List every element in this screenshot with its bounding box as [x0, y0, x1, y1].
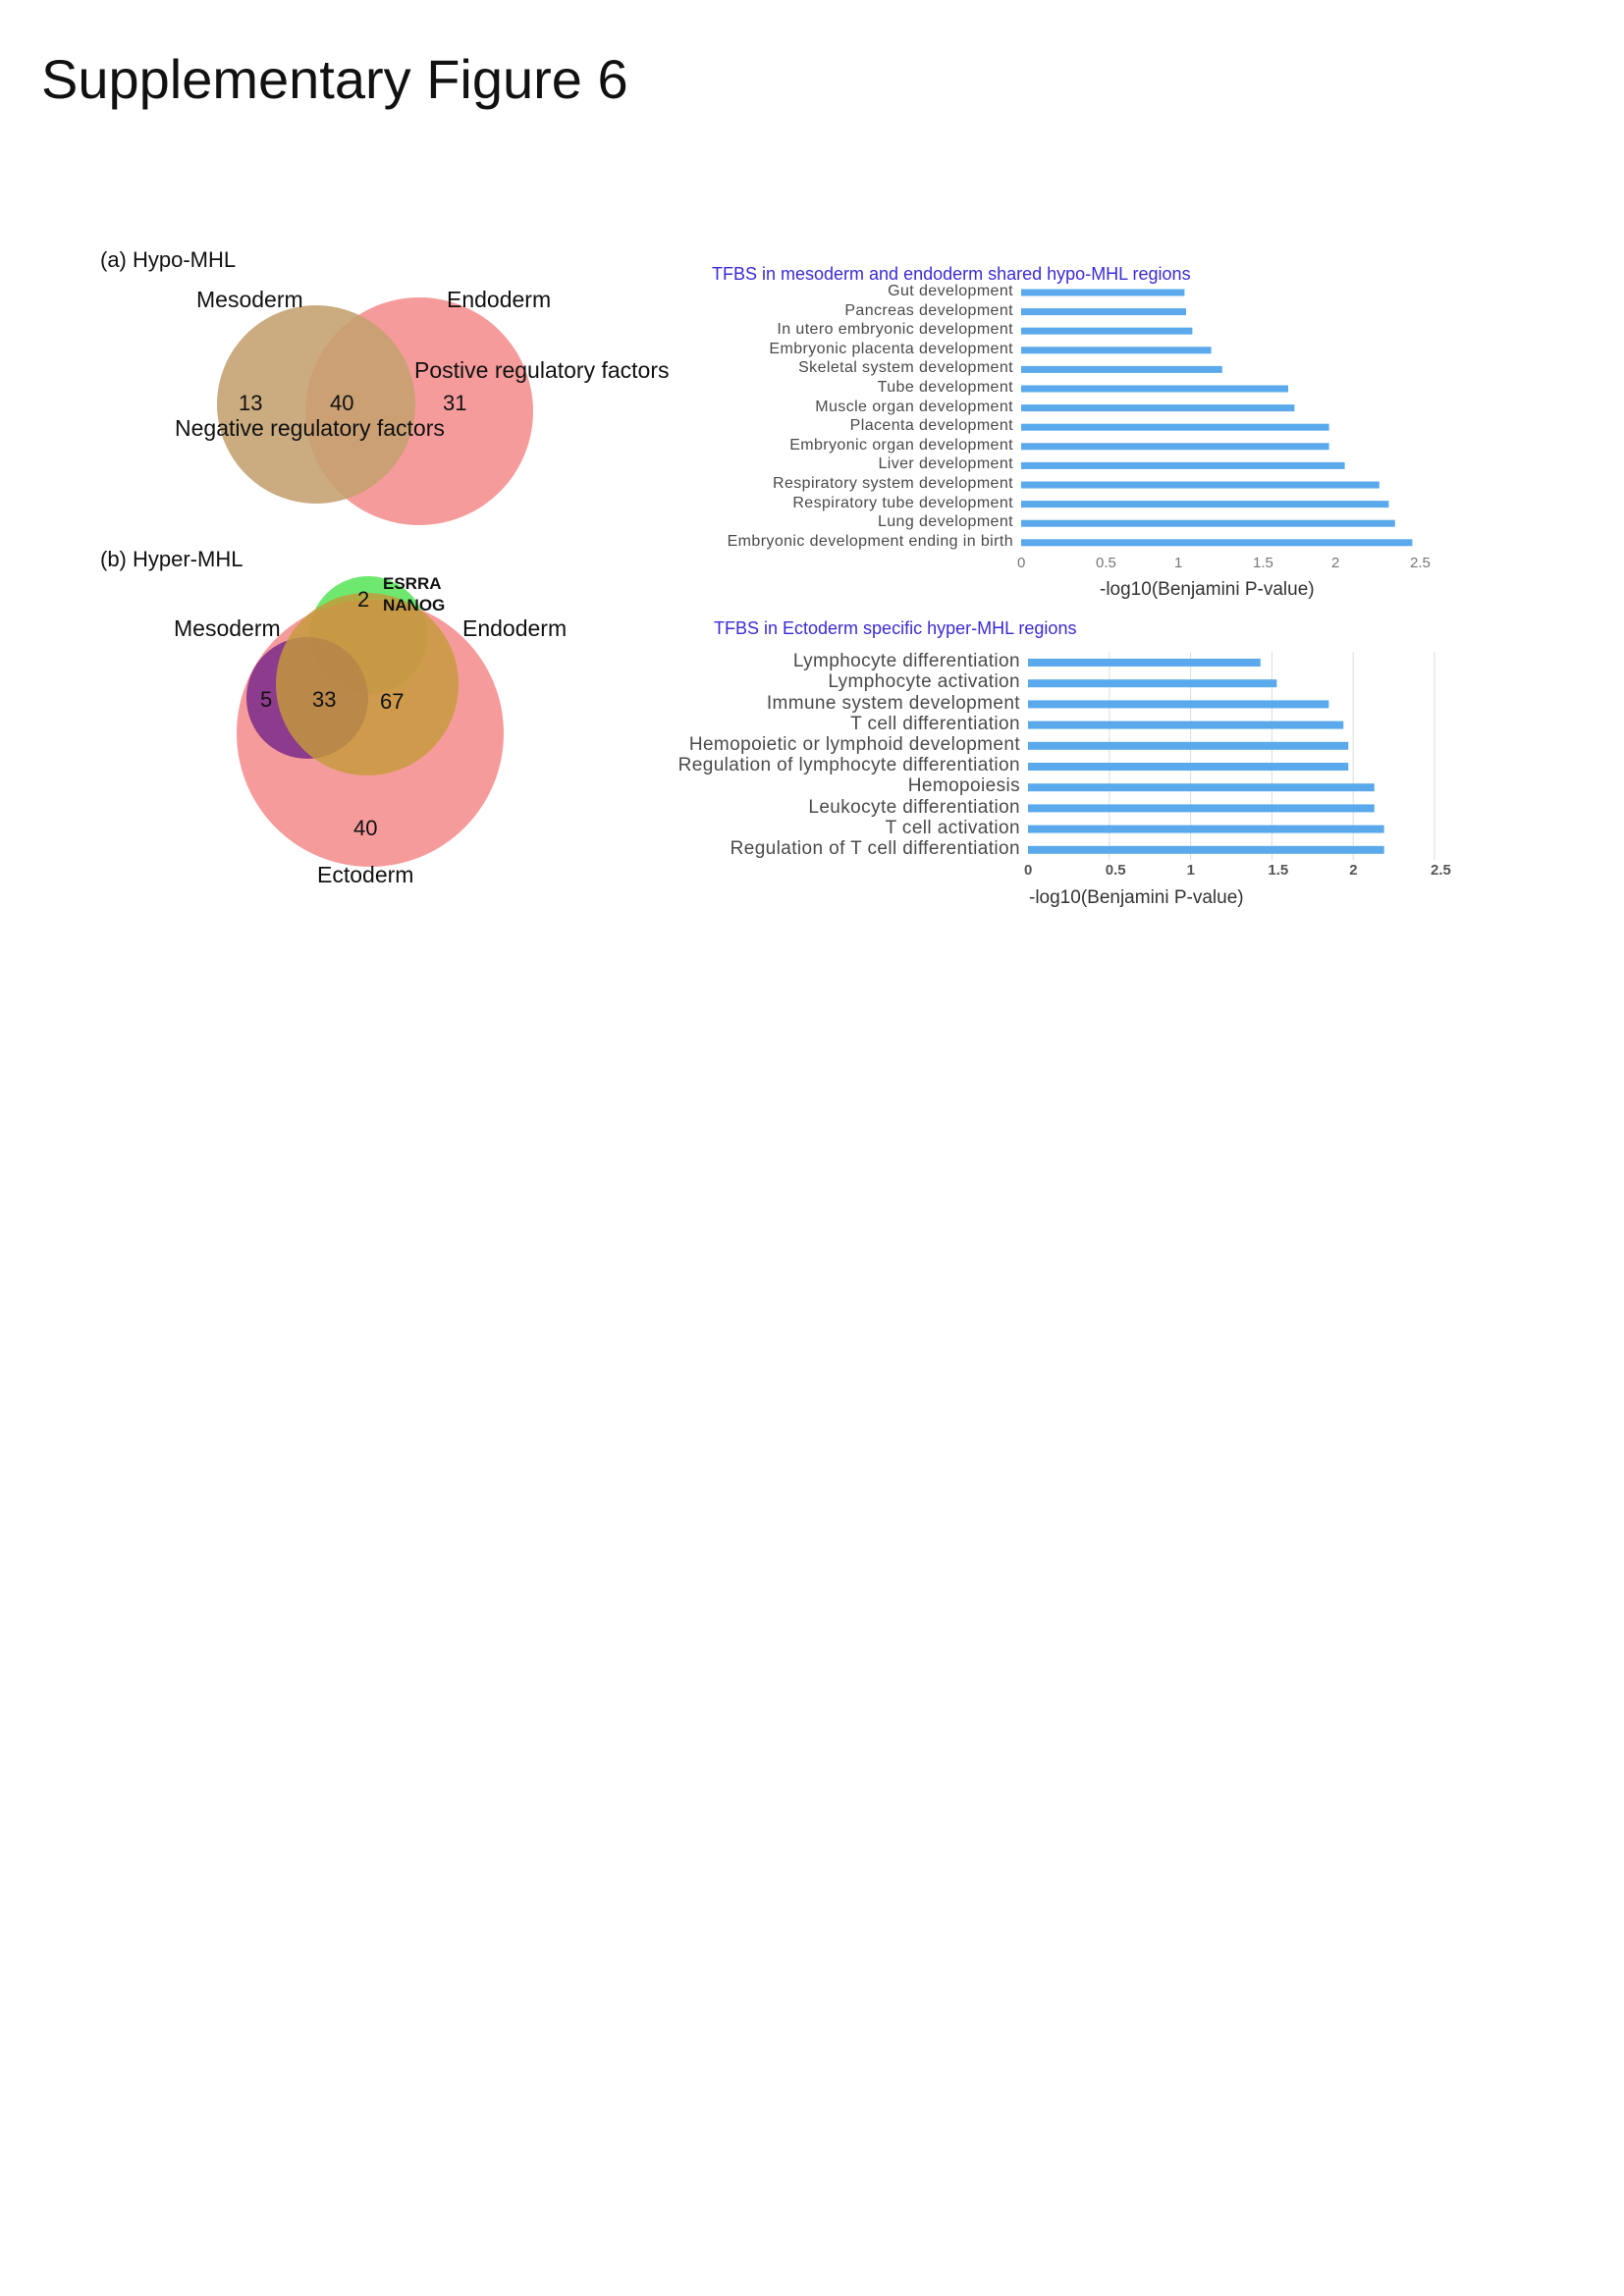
venn-a-negative-annotation: Negative regulatory factors	[175, 415, 445, 441]
venn-b-gene-2: NANOG	[383, 596, 446, 614]
chart-2-bar	[1028, 721, 1344, 729]
chart-1-category-label: Liver development	[878, 455, 1013, 473]
venn-diagrams	[217, 297, 533, 867]
venn-b-count-endoderm: 67	[380, 689, 405, 714]
panel-b-label: (b) Hyper-MHL	[100, 547, 244, 571]
chart-2-category-label: Regulation of T cell differentiation	[730, 838, 1020, 860]
chart-1-x-axis-title: -log10(Benjamini P-value)	[1100, 579, 1315, 600]
chart-1-bar	[1021, 327, 1193, 335]
chart-2-bar	[1028, 804, 1375, 813]
venn-b-count-ectoderm: 40	[353, 816, 378, 840]
venn-b-set-ectoderm: Ectoderm	[317, 862, 414, 887]
chart-1-bar	[1021, 289, 1185, 296]
venn-b-count-mesoderm-only: 5	[260, 687, 273, 712]
chart-1-bar	[1021, 539, 1413, 547]
chart-1-category-label: Pancreas development	[844, 301, 1013, 319]
venn-b-set-mesoderm: Mesoderm	[174, 615, 281, 641]
chart-2-title: TFBS in Ectoderm specific hyper-MHL regi…	[714, 618, 1077, 638]
chart-2-bar	[1028, 763, 1349, 771]
chart-1-category-label: Lung development	[877, 513, 1013, 531]
chart-1-tick-label: 0.5	[1096, 555, 1116, 571]
chart-1-category-label: Muscle organ development	[815, 398, 1013, 415]
chart-1-category-label: Embryonic placenta development	[769, 340, 1013, 357]
chart-1-bar	[1021, 461, 1345, 469]
chart-2-tick-label: 2	[1349, 862, 1358, 879]
chart-2-bars	[1028, 652, 1435, 861]
venn-b-set-endoderm: Endoderm	[462, 615, 568, 641]
chart-2-tick-label: 1	[1186, 862, 1195, 879]
chart-1-category-label: Skeletal system development	[798, 359, 1013, 377]
chart-2-category-label: Lymphocyte differentiation	[792, 651, 1020, 672]
chart-1-bar	[1021, 385, 1288, 393]
chart-2-bar	[1028, 700, 1329, 709]
chart-2-category-label: Immune system development	[766, 692, 1020, 714]
venn-a-positive-annotation: Postive regulatory factors	[414, 357, 670, 383]
chart-2-bar	[1028, 845, 1384, 854]
chart-1-bars	[1021, 289, 1413, 547]
chart-2-category-label: Regulation of lymphocyte differentiation	[677, 755, 1020, 776]
chart-1-category-label: Tube development	[877, 379, 1013, 397]
venn-a-count-endoderm-only: 31	[443, 391, 467, 415]
chart-2-category-label: Hemopoiesis	[907, 775, 1020, 797]
panel-a-label: (a) Hypo-MHL	[100, 247, 237, 272]
venn-a-count-mesoderm-only: 13	[239, 391, 263, 415]
chart-2-bar	[1028, 783, 1375, 792]
chart-1-category-label: Placenta development	[849, 417, 1013, 435]
chart-1-category-label: Respiratory tube development	[792, 494, 1013, 511]
chart-2-category-label: T cell differentiation	[850, 713, 1020, 734]
chart-2-tick-label: 0	[1024, 862, 1033, 879]
chart-2-bar	[1028, 825, 1384, 833]
chart-1-title: TFBS in mesoderm and endoderm shared hyp…	[712, 264, 1191, 284]
chart-2-tick-label: 1.5	[1268, 862, 1289, 879]
chart-2-category-label: Leukocyte differentiation	[808, 796, 1020, 818]
chart-1-category-label: Respiratory system development	[773, 475, 1013, 493]
chart-1-bar	[1021, 519, 1395, 527]
chart-2-bar	[1028, 741, 1349, 750]
chart-1-tick-label: 2.5	[1410, 555, 1431, 571]
chart-2-tick-label: 2.5	[1431, 862, 1451, 879]
chart-2-bar	[1028, 679, 1277, 688]
chart-1-category-label: Embryonic organ development	[789, 436, 1013, 454]
chart-1-bar	[1021, 404, 1295, 412]
chart-1-category-label: Gut development	[888, 283, 1013, 300]
chart-1-bar	[1021, 481, 1380, 489]
chart-1-category-label: In utero embryonic development	[777, 321, 1013, 339]
chart-1-tick-label: 0	[1017, 555, 1026, 571]
chart-1-bar	[1021, 347, 1212, 354]
chart-1-bar	[1021, 365, 1222, 373]
chart-2-category-label: Lymphocyte activation	[828, 671, 1020, 693]
venn-a-mesoderm-circle	[217, 305, 415, 504]
venn-a-count-shared: 40	[330, 391, 354, 415]
chart-1-tick-label: 1	[1174, 555, 1183, 571]
chart-1-bar	[1021, 501, 1389, 508]
chart-1-tick-label: 2	[1331, 555, 1340, 571]
chart-1-bar	[1021, 443, 1329, 451]
chart-1-bar	[1021, 423, 1329, 431]
chart-2-bar	[1028, 659, 1261, 667]
venn-b-count-top: 2	[357, 587, 370, 612]
chart-2-category-label: T cell activation	[885, 817, 1020, 838]
chart-2-category-label: Hemopoietic or lymphoid development	[688, 734, 1020, 756]
chart-1-tick-label: 1.5	[1253, 555, 1273, 571]
page-title: Supplementary Figure 6	[41, 48, 628, 110]
chart-2-x-axis-title: -log10(Benjamini P-value)	[1029, 887, 1244, 908]
venn-a-set-mesoderm: Mesoderm	[196, 287, 303, 312]
venn-b-endoderm-circle	[276, 593, 459, 775]
chart-1-category-label: Embryonic development ending in birth	[727, 532, 1013, 550]
chart-1-bar	[1021, 308, 1186, 316]
chart-2-tick-label: 0.5	[1105, 862, 1126, 879]
venn-b-gene-1: ESRRA	[383, 574, 442, 593]
venn-b-count-meso-endo: 33	[312, 687, 337, 712]
venn-a-set-endoderm: Endoderm	[447, 287, 552, 312]
